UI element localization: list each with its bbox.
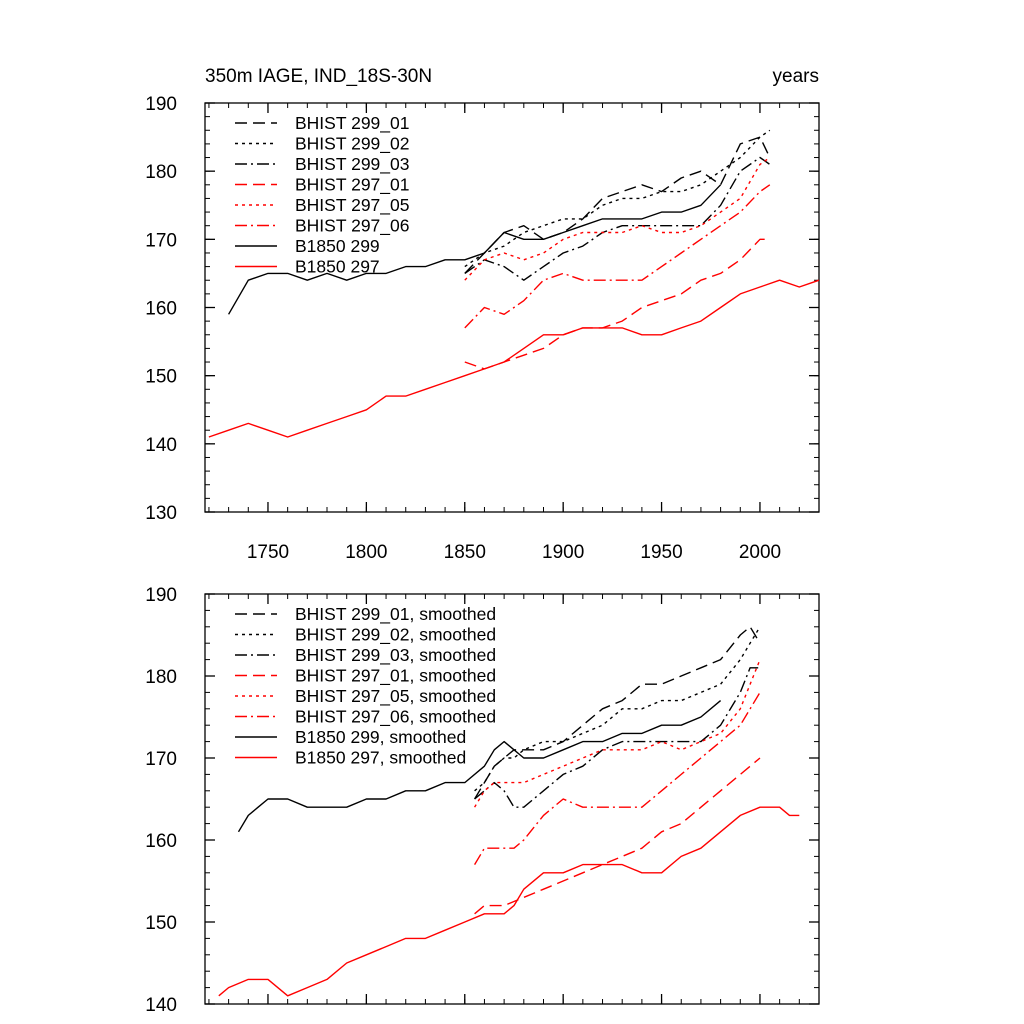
- legend-label: BHIST 297_01: [295, 175, 409, 196]
- legend-label: B1850 297: [295, 257, 380, 277]
- y-tick-label: 190: [145, 585, 177, 606]
- series-line: [473, 692, 761, 865]
- legend-label: BHIST 299_01: [295, 113, 409, 134]
- y-tick-label: 140: [145, 435, 177, 456]
- x-tick-label: 1850: [444, 542, 486, 563]
- legend-label: B1850 299, smoothed: [295, 727, 466, 747]
- panel-top: 350m IAGE, IND_18S-30N years 1750 1800 185…: [145, 66, 820, 563]
- series-group: [218, 626, 800, 997]
- series-line: [237, 700, 722, 833]
- x-tick-label: 1800: [345, 542, 387, 563]
- series-line: [464, 238, 770, 370]
- series-group: [208, 129, 819, 438]
- legend-label: BHIST 297_06, smoothed: [295, 707, 496, 728]
- series-line: [218, 806, 800, 997]
- y-tick-label: 160: [145, 831, 177, 852]
- y-tick-label: 150: [145, 913, 177, 934]
- legend-label: BHIST 299_03, smoothed: [295, 645, 496, 666]
- series-line: [464, 156, 771, 281]
- y-tick-label: 150: [145, 367, 177, 388]
- series-line: [464, 136, 771, 274]
- legend-label: BHIST 297_05, smoothed: [295, 686, 496, 707]
- series-line: [474, 667, 760, 808]
- x-tick-label: 2000: [739, 542, 781, 563]
- y-tick-label: 180: [145, 162, 177, 183]
- series-line: [464, 129, 771, 268]
- y-tick-label: 170: [145, 230, 177, 251]
- legend-label: BHIST 299_03: [295, 154, 409, 175]
- legend-label: BHIST 299_01, smoothed: [295, 604, 496, 625]
- legend-label: BHIST 297_01, smoothed: [295, 666, 496, 687]
- panel-bottom: 140 150 160 170 180 190 BHIST 299_01, smoothed…: [145, 585, 820, 1016]
- chart-title: 350m IAGE, IND_18S-30N: [205, 66, 432, 87]
- y-tick-label: 140: [145, 995, 177, 1016]
- legend-label: BHIST 297_05: [295, 195, 409, 216]
- legend-label: BHIST 299_02: [295, 134, 409, 155]
- series-line: [473, 626, 761, 800]
- legend-label: BHIST 297_06: [295, 216, 409, 237]
- series-line: [464, 156, 771, 281]
- legend-label: B1850 297, smoothed: [295, 748, 466, 768]
- y-tick-label: 190: [145, 94, 177, 115]
- legend-label: B1850 299: [295, 236, 380, 256]
- series-line: [464, 184, 771, 329]
- y-tick-label: 170: [145, 749, 177, 770]
- chart-units: years: [773, 66, 819, 87]
- x-tick-label: 1950: [640, 542, 682, 563]
- series-line: [474, 757, 761, 915]
- y-tick-label: 130: [145, 503, 177, 524]
- plot-frame: [204, 593, 820, 1005]
- series-line: [227, 184, 722, 315]
- y-tick-label: 180: [145, 667, 177, 688]
- legend-label: BHIST 299_02, smoothed: [295, 625, 496, 646]
- y-tick-label: 160: [145, 299, 177, 320]
- series-line: [473, 659, 761, 808]
- series-line: [474, 626, 761, 792]
- x-tick-label: 1900: [542, 542, 584, 563]
- x-tick-label: 1750: [247, 542, 289, 563]
- series-line: [208, 279, 819, 438]
